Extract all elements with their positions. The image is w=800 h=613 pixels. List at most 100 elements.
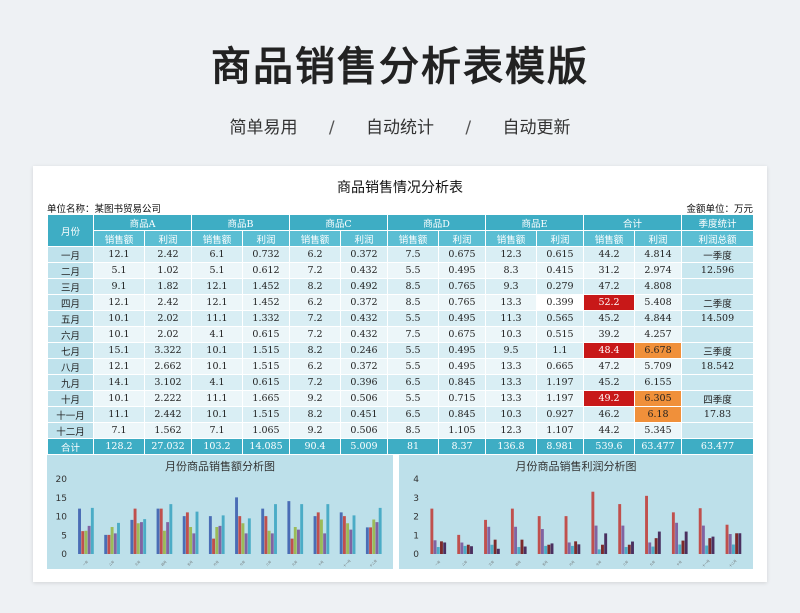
profit-chart-title: 月份商品销售利润分析图	[399, 458, 753, 474]
value-cell: 45.2	[584, 375, 635, 391]
x-tick-label: 五月	[187, 560, 194, 567]
value-cell: 2.662	[145, 359, 192, 375]
bar	[738, 533, 741, 554]
value-cell: 10.1	[94, 311, 145, 327]
value-cell: 1.452	[243, 295, 290, 311]
bar	[271, 533, 274, 554]
table-row: 四月 12.1 2.42 12.1 1.452 6.2 0.372 8.5 0.765 13.3 0…	[48, 295, 754, 311]
value-cell: 5.5	[388, 391, 439, 407]
value-cell: 14.1	[94, 375, 145, 391]
value-cell: 0.665	[537, 359, 584, 375]
value-cell: 12.3	[486, 247, 537, 263]
bar	[541, 529, 544, 554]
total-cell: 136.8	[486, 439, 537, 455]
bar	[189, 527, 192, 554]
bar	[708, 538, 711, 554]
value-cell: 0.675	[439, 247, 486, 263]
bar	[484, 520, 487, 554]
value-cell: 6.5	[388, 375, 439, 391]
x-tick-label: 三月	[488, 560, 495, 567]
value-cell: 2.222	[145, 391, 192, 407]
sheet-title: 商品销售情况分析表	[33, 177, 767, 197]
value-cell: 0.372	[341, 359, 388, 375]
bar	[140, 522, 143, 554]
value-cell: 7.2	[290, 263, 341, 279]
value-cell: 6.305	[635, 391, 682, 407]
total-cell: 5.009	[341, 439, 388, 455]
profit-subheader: 利润	[145, 231, 192, 247]
value-cell: 0.415	[537, 263, 584, 279]
bar	[245, 533, 248, 554]
season-cell: 三季度	[682, 343, 754, 359]
bar	[320, 520, 323, 555]
profit-subheader: 利润	[635, 231, 682, 247]
value-cell: 1.515	[243, 343, 290, 359]
group-header: 商品A	[94, 215, 192, 231]
bar	[111, 527, 114, 554]
value-cell: 3.322	[145, 343, 192, 359]
bar	[618, 504, 621, 554]
x-tick-label: 四月	[515, 560, 522, 567]
x-tick-label: 八月	[622, 560, 629, 567]
value-cell: 0.515	[537, 327, 584, 343]
bar	[682, 541, 685, 554]
value-cell: 0.279	[537, 279, 584, 295]
bar	[487, 527, 490, 554]
bar	[729, 534, 732, 554]
value-cell: 1.82	[145, 279, 192, 295]
value-cell: 44.2	[584, 423, 635, 439]
value-cell: 1.515	[243, 359, 290, 375]
value-cell: 47.2	[584, 359, 635, 375]
month-cell: 二月	[48, 263, 94, 279]
value-cell: 6.5	[388, 407, 439, 423]
y-tick-label: 1	[413, 531, 419, 541]
profit-subheader: 利润	[341, 231, 388, 247]
value-cell: 5.345	[635, 423, 682, 439]
bar	[137, 523, 140, 554]
y-tick-label: 15	[56, 494, 67, 504]
bar	[658, 532, 661, 554]
bar	[437, 547, 440, 554]
amount-unit: 金额单位：万元	[686, 201, 753, 215]
month-cell: 四月	[48, 295, 94, 311]
season-cell: 二季度	[682, 295, 754, 311]
value-cell: 4.1	[192, 327, 243, 343]
value-cell: 0.495	[439, 263, 486, 279]
x-tick-label: 十一月	[701, 558, 711, 568]
value-cell: 12.1	[94, 295, 145, 311]
bar	[317, 512, 320, 554]
bar	[169, 504, 172, 554]
month-cell: 八月	[48, 359, 94, 375]
value-cell: 6.1	[192, 247, 243, 263]
x-tick-label: 七月	[594, 559, 602, 567]
bar	[241, 523, 244, 554]
bar	[346, 523, 349, 554]
y-tick-label: 2	[413, 513, 419, 523]
table-row: 十一月 11.1 2.442 10.1 1.515 8.2 0.451 6.5 0.845 10.…	[48, 407, 754, 423]
total-cell: 81	[388, 439, 439, 455]
tag-easy: 简单易用	[229, 118, 297, 138]
table-row: 十二月 7.1 1.562 7.1 1.065 9.2 0.506 8.5 1.105 12.3 1…	[48, 423, 754, 439]
bar	[514, 527, 517, 554]
total-label: 合计	[48, 439, 94, 455]
value-cell: 0.372	[341, 247, 388, 263]
bar	[464, 546, 467, 554]
bar	[457, 535, 460, 554]
table-row: 二月 5.1 1.02 5.1 0.612 7.2 0.432 5.5 0.495 8.3 0.41…	[48, 263, 754, 279]
value-cell: 0.432	[341, 327, 388, 343]
x-tick-label: 十月	[317, 559, 325, 567]
bar	[107, 535, 110, 554]
value-cell: 2.442	[145, 407, 192, 423]
value-cell: 46.2	[584, 407, 635, 423]
bar	[621, 526, 624, 554]
value-cell: 1.562	[145, 423, 192, 439]
value-cell: 0.615	[243, 327, 290, 343]
value-cell: 10.1	[94, 391, 145, 407]
value-cell: 11.1	[192, 391, 243, 407]
value-cell: 0.451	[341, 407, 388, 423]
value-cell: 7.1	[94, 423, 145, 439]
value-cell: 3.102	[145, 375, 192, 391]
value-cell: 8.2	[290, 343, 341, 359]
bar	[577, 544, 580, 554]
month-cell: 十二月	[48, 423, 94, 439]
